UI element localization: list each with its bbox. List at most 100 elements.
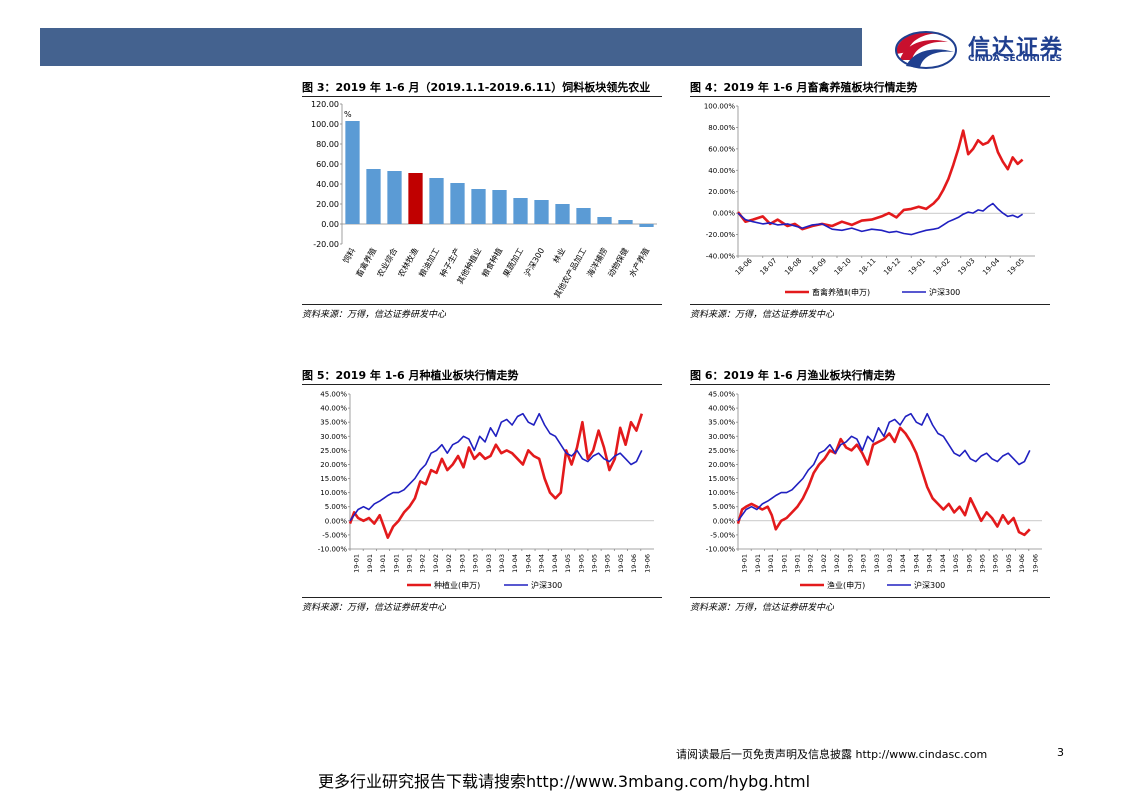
bar-chart: 120.00 100.00 80.00 60.00 40.00 20.00 0.00 -20.… xyxy=(311,100,657,299)
bar xyxy=(555,204,570,224)
figure-3-title: 图 3：2019 年 1-6 月（2019.1.1-2019.6.11）饲料板块… xyxy=(302,80,662,97)
bar xyxy=(366,169,381,224)
x-tick-label: 19-05 xyxy=(564,554,572,573)
x-tick-label: 19-06 xyxy=(1031,554,1039,573)
x-tick-label: 19-01 xyxy=(405,554,413,573)
series-line xyxy=(736,426,1031,537)
legend-label: 种植业(申万) xyxy=(434,580,480,590)
x-tick-label: 19-03 xyxy=(886,554,894,573)
y-tick-label: 40.00% xyxy=(708,167,735,175)
bar xyxy=(429,178,444,224)
y-tick-label: 100.00% xyxy=(704,103,735,111)
x-tick-label: 19-01 xyxy=(392,554,400,573)
x-tick-label: 19-04 xyxy=(511,554,519,573)
y-tick-label: 60.00 xyxy=(316,160,339,169)
company-logo: 信达证券 CINDA SECURITIES xyxy=(890,24,1090,74)
y-tick-label: 25.00% xyxy=(708,447,735,455)
x-tick-label: 19-03 xyxy=(860,554,868,573)
y-tick-label: 20.00% xyxy=(708,188,735,196)
x-tick-label: 18-09 xyxy=(808,257,828,277)
x-tick-label: 19-04 xyxy=(981,256,1001,276)
series-line xyxy=(736,129,1024,231)
y-tick-label: 40.00% xyxy=(708,405,735,413)
logo-english-text: CINDA SECURITIES xyxy=(968,54,1062,64)
bar xyxy=(387,171,402,224)
x-tick-label: 19-04 xyxy=(899,554,907,573)
y-tick-label: 30.00% xyxy=(320,433,347,441)
y-tick-label: 0.00 xyxy=(321,220,339,229)
x-tick-label: 18-06 xyxy=(734,256,754,276)
y-tick-label: -40.00% xyxy=(706,253,736,261)
x-tick-label: 18-08 xyxy=(783,257,803,277)
figure-4-title: 图 4：2019 年 1-6 月畜禽养殖板块行情走势 xyxy=(690,80,1050,97)
line-chart-fishery: 45.00% 40.00% 35.00% 30.00% 25.00% 20.00% 15.0… xyxy=(706,391,1042,590)
promo-link-text[interactable]: 更多行业研究报告下载请搜索http://www.3mbang.com/hybg.… xyxy=(318,772,811,791)
x-tick-label: 畜禽养殖 xyxy=(354,246,379,279)
y-tick-label: 0.00% xyxy=(713,517,736,525)
x-tick-label: 沪深300 xyxy=(522,246,546,278)
bar xyxy=(597,217,612,224)
y-tick-label: 20.00% xyxy=(320,461,347,469)
x-tick-label: 19-02 xyxy=(432,554,440,573)
bar xyxy=(534,200,549,224)
bar xyxy=(345,121,360,224)
x-tick-label: 19-05 xyxy=(1006,257,1026,277)
bar xyxy=(450,183,465,224)
y-tick-label: 10.00% xyxy=(320,489,347,497)
y-tick-label: 80.00% xyxy=(708,124,735,132)
y-tick-label: -20.00 xyxy=(313,240,339,249)
y-tick-label: 45.00% xyxy=(708,391,735,399)
x-tick-label: 19-06 xyxy=(630,554,638,573)
x-tick-label: 19-05 xyxy=(604,554,612,573)
x-tick-label: 农林牧渔 xyxy=(396,246,421,279)
x-tick-label: 19-04 xyxy=(939,554,947,573)
x-tick-label: 19-01 xyxy=(379,554,387,573)
x-tick-label: 19-03 xyxy=(873,554,881,573)
x-tick-label: 19-01 xyxy=(754,554,762,573)
line-chart-livestock: 100.00% 80.00% 60.00% 40.00% 20.00% 0.00% -20.… xyxy=(704,103,1035,297)
x-tick-label: 19-05 xyxy=(952,554,960,573)
x-tick-label: 19-01 xyxy=(366,554,374,573)
bar xyxy=(492,190,507,224)
x-tick-label: 19-03 xyxy=(472,554,480,573)
x-tick-label: 19-02 xyxy=(820,554,828,573)
x-tick-label: 粮食种植 xyxy=(480,246,505,279)
line-chart-planting: 45.00% 40.00% 35.00% 30.00% 25.00% 20.00% 15.0… xyxy=(318,391,654,590)
y-tick-label: 45.00% xyxy=(320,391,347,399)
x-tick-label: 水产养殖 xyxy=(627,246,652,279)
x-tick-label: 19-05 xyxy=(591,554,599,573)
x-tick-label: 19-05 xyxy=(965,554,973,573)
figure-6-title: 图 6：2019 年 1-6 月渔业板块行情走势 xyxy=(690,368,1050,385)
x-tick-label: 19-01 xyxy=(793,554,801,573)
legend-label: 沪深300 xyxy=(914,580,945,590)
x-tick-label: 19-01 xyxy=(780,554,788,573)
x-tick-label: 19-01 xyxy=(767,554,775,573)
legend-label: 畜禽养殖Ⅱ(申万) xyxy=(812,287,870,297)
y-tick-label: 5.00% xyxy=(325,503,348,511)
x-tick-label: 19-02 xyxy=(932,257,952,277)
x-tick-label: 19-03 xyxy=(956,257,976,277)
y-tick-label: -10.00% xyxy=(706,546,736,554)
figure-4-source: 资料来源：万得，信达证券研发中心 xyxy=(690,304,1050,320)
x-tick-label: 19-02 xyxy=(419,554,427,573)
bar xyxy=(471,189,486,224)
y-tick-label: 30.00% xyxy=(708,433,735,441)
x-tick-label: 19-02 xyxy=(445,554,453,573)
figure-6: 图 6：2019 年 1-6 月渔业板块行情走势 45.00% 40.00% 35.… xyxy=(690,368,1050,613)
y-tick-label: 40.00% xyxy=(320,405,347,413)
y-tick-label: -5.00% xyxy=(710,531,735,539)
figure-5: 图 5：2019 年 1-6 月种植业板块行情走势 45.00% 40.00% 35… xyxy=(302,368,662,613)
x-tick-label: 果蔬加工 xyxy=(501,246,526,279)
y-tick-label: 40.00 xyxy=(316,180,339,189)
x-tick-label: 粮油加工 xyxy=(417,246,442,279)
x-tick-label: 19-05 xyxy=(992,554,1000,573)
y-tick-label: 60.00% xyxy=(708,145,735,153)
x-tick-label: 19-03 xyxy=(458,554,466,573)
x-tick-label: 19-04 xyxy=(926,554,934,573)
figure-3-source: 资料来源：万得，信达证券研发中心 xyxy=(302,304,662,320)
x-tick-label: 林业 xyxy=(551,246,568,265)
figure-5-source: 资料来源：万得，信达证券研发中心 xyxy=(302,597,662,613)
header-banner xyxy=(40,28,862,66)
x-tick-label: 19-04 xyxy=(538,554,546,573)
x-tick-label: 19-03 xyxy=(498,554,506,573)
